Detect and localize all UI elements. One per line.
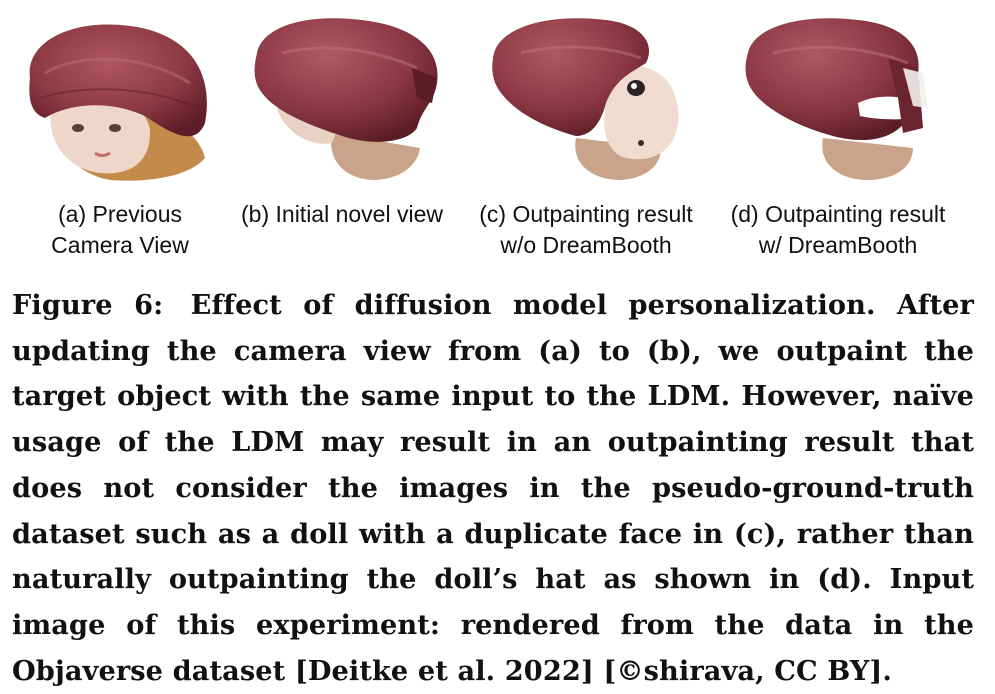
panel-a-caption-line1: (a) Previous	[58, 201, 182, 227]
panel-a-caption-line2: Camera View	[51, 232, 189, 258]
panel-c-caption: (c) Outpainting result w/o DreamBooth	[466, 199, 706, 261]
panel-c: (c) Outpainting result w/o DreamBooth	[466, 0, 706, 270]
figure-caption-text: Effect of diffusion model personalizatio…	[12, 289, 974, 687]
panel-b: (b) Initial novel view	[222, 0, 462, 270]
doll-outpainting-without-dreambooth-image	[492, 18, 679, 180]
panel-d-caption-line2: w/ DreamBooth	[758, 232, 918, 258]
figure-panels: (a) Previous Camera View (b) Initial nov…	[0, 0, 995, 270]
panel-b-caption-line1: (b) Initial novel view	[241, 201, 443, 227]
panel-a-caption: (a) Previous Camera View	[0, 199, 240, 261]
panel-b-caption: (b) Initial novel view	[222, 199, 462, 230]
figure-caption: Figure 6: Effect of diffusion model pers…	[12, 283, 974, 694]
panel-a: (a) Previous Camera View	[0, 0, 240, 270]
doll-previous-view-image	[29, 24, 207, 181]
panel-d-caption-line1: (d) Outpainting result	[730, 201, 946, 227]
panel-c-caption-line2: w/o DreamBooth	[500, 232, 672, 258]
panel-d-caption: (d) Outpainting result w/ DreamBooth	[718, 199, 958, 261]
doll-outpainting-with-dreambooth-image	[745, 18, 928, 180]
panel-d: (d) Outpainting result w/ DreamBooth	[718, 0, 958, 270]
panel-c-caption-line1: (c) Outpainting result	[479, 201, 693, 227]
doll-initial-novel-view-image	[254, 18, 438, 180]
figure-caption-label: Figure 6:	[12, 289, 164, 321]
